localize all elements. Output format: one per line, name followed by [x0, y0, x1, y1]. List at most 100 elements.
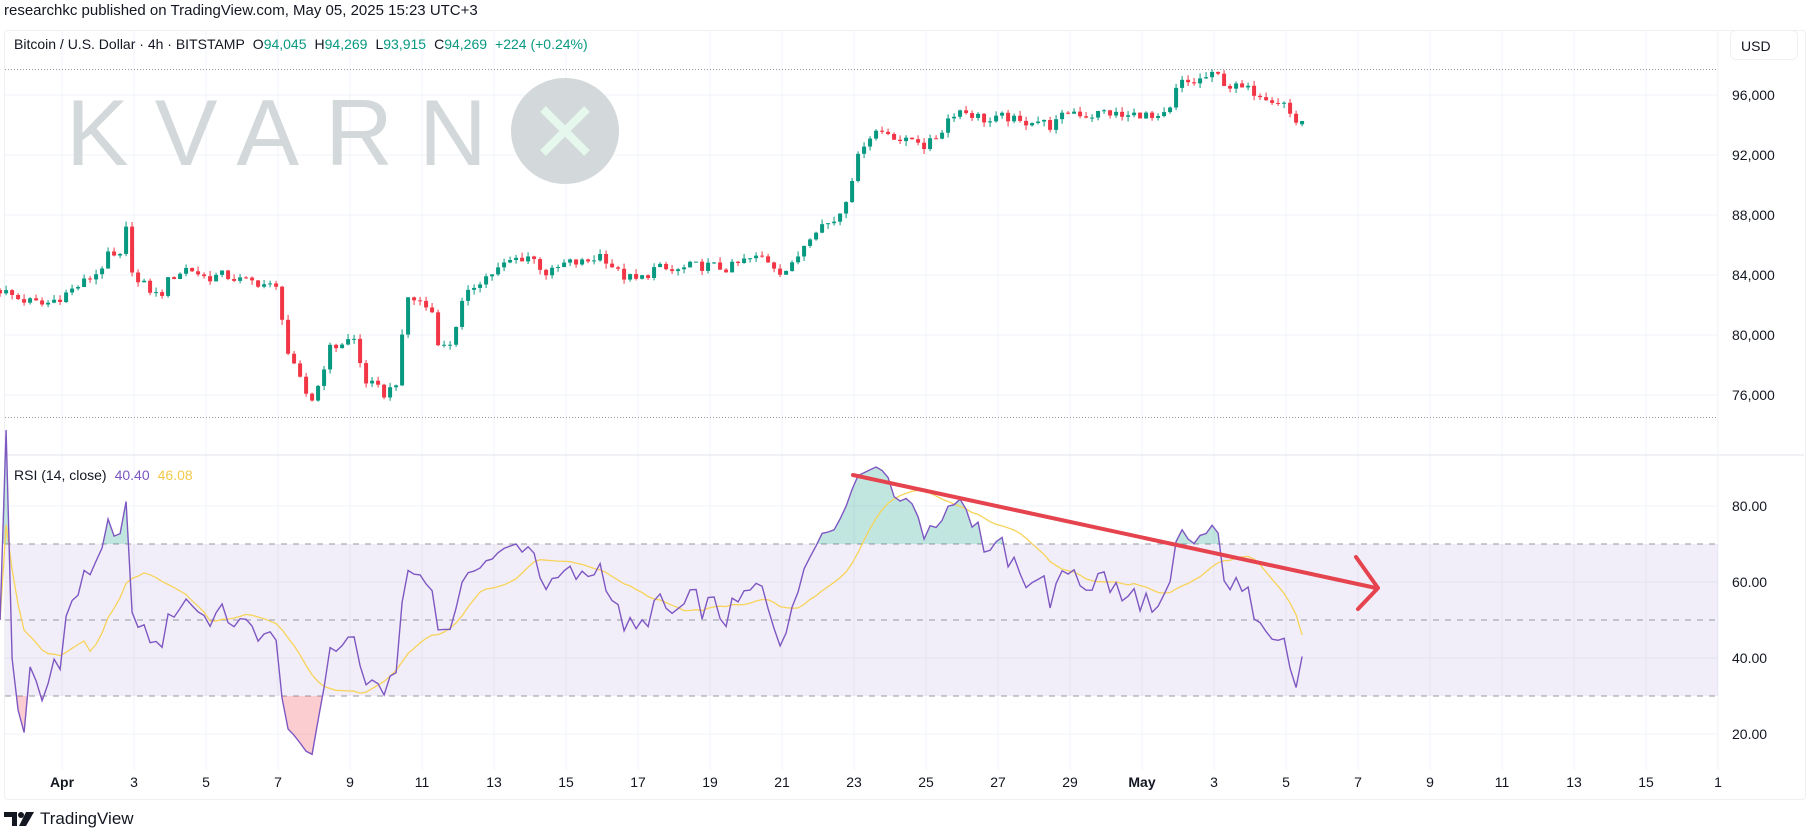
candle-body [382, 384, 387, 398]
candle-body [496, 267, 501, 275]
currency-button[interactable]: USD [1730, 30, 1798, 60]
divergence-arrow[interactable] [851, 473, 1380, 611]
candle-body [160, 292, 165, 296]
candle-body [196, 271, 201, 275]
rsi-tick-label: 20.00 [1732, 726, 1767, 742]
candle-body [70, 288, 75, 293]
rsi-label[interactable]: RSI (14, close) [14, 467, 107, 483]
candle-body [1018, 115, 1023, 121]
time-tick-label: 9 [346, 774, 354, 790]
candle-body [1240, 83, 1245, 88]
candle-body [1186, 79, 1191, 83]
candle-body [16, 294, 21, 300]
watermark-x-icon [540, 106, 590, 156]
candle-body [1270, 100, 1275, 103]
symbol-title[interactable]: Bitcoin / U.S. Dollar · 4h · BITSTAMP [14, 36, 245, 52]
rsi-plot [0, 429, 1303, 756]
candle-body [532, 256, 537, 260]
candle-body [58, 299, 63, 303]
open-label: O [252, 36, 264, 52]
candle-body [610, 263, 615, 268]
price-tick-label: 88,000 [1732, 207, 1775, 223]
candle-body [190, 267, 195, 272]
candle-body [1162, 112, 1167, 117]
tradingview-logo-icon [4, 812, 34, 826]
candle-body [154, 292, 159, 294]
candle-body [166, 277, 171, 296]
candle-body [1216, 71, 1221, 74]
low-value: 93,915 [383, 36, 427, 52]
candle-body [868, 138, 873, 147]
time-tick-label: 5 [1282, 774, 1290, 790]
arrow-head-icon [1354, 555, 1380, 611]
watermark-text: KVARN [66, 80, 513, 185]
candle-body [730, 261, 735, 273]
candle-body [898, 139, 903, 142]
price-tick-label: 84,000 [1732, 267, 1775, 283]
candle-body [1012, 115, 1017, 122]
time-tick-label: Apr [50, 774, 75, 790]
candle-body [148, 280, 153, 293]
candle-body [322, 369, 327, 386]
candle-body [970, 113, 975, 118]
candle-body [1282, 102, 1287, 104]
high-label: H [314, 36, 325, 52]
rsi-tick-label: 80.00 [1732, 498, 1767, 514]
candle-body [130, 226, 135, 273]
candle-body [688, 261, 693, 268]
candle-body [448, 344, 453, 346]
candle-body [1114, 111, 1119, 116]
rsi-band [5, 543, 1718, 697]
candle-body [1168, 107, 1173, 113]
candle-body [574, 259, 579, 265]
candle-body [538, 259, 543, 270]
candle-body [892, 133, 897, 140]
candle-body [922, 142, 927, 150]
candle-body [112, 251, 117, 256]
candle-body [1108, 110, 1113, 116]
rsi-tick-label: 60.00 [1732, 574, 1767, 590]
candle-body [436, 312, 441, 346]
candle-body [286, 319, 291, 354]
candle-body [280, 286, 285, 320]
candle-body [454, 326, 459, 345]
time-tick-label: 3 [1210, 774, 1218, 790]
time-tick-label: 21 [774, 774, 790, 790]
candle-body [1024, 120, 1029, 126]
candle-body [640, 275, 645, 279]
symbol-legend: Bitcoin / U.S. Dollar · 4h · BITSTAMP O 9… [14, 36, 588, 52]
time-tick-label: 27 [990, 774, 1006, 790]
candle-body [652, 267, 657, 278]
candle-body [1198, 78, 1203, 84]
time-tick-label: 15 [558, 774, 574, 790]
candle-body [1150, 112, 1155, 118]
candle-body [544, 269, 549, 276]
candle-body [364, 363, 369, 384]
candle-body [766, 256, 771, 263]
candle-body [1102, 110, 1107, 112]
candle-body [82, 278, 87, 287]
candle-body [1132, 112, 1137, 116]
candle-body [1192, 82, 1197, 84]
candle-body [742, 258, 747, 263]
time-tick-label: 17 [630, 774, 646, 790]
candle-body [1126, 115, 1131, 117]
candle-body [118, 253, 123, 256]
high-value: 94,269 [324, 36, 368, 52]
candle-body [1096, 110, 1101, 118]
candle-body [634, 274, 639, 279]
rsi-line [0, 429, 1303, 756]
candle-body [952, 116, 957, 119]
candle-body [172, 277, 177, 280]
time-tick-label: 7 [274, 774, 282, 790]
candle-body [592, 260, 597, 262]
candle-body [808, 239, 813, 246]
candle-body [874, 130, 879, 139]
candle-body [142, 280, 147, 283]
candle-body [40, 300, 45, 305]
candle-body [646, 275, 651, 278]
candle-body [694, 261, 699, 263]
candle-body [586, 259, 591, 262]
candle-body [928, 138, 933, 150]
